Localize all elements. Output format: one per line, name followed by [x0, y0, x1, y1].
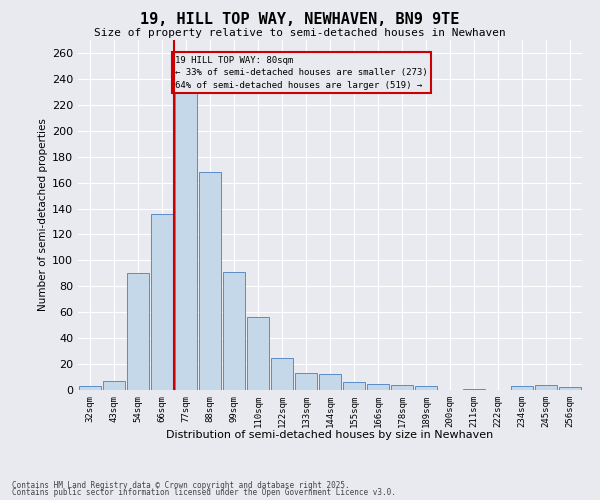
Bar [391, 385, 413, 390]
Bar [415, 386, 437, 390]
Bar [511, 386, 533, 390]
Text: 19 HILL TOP WAY: 80sqm
← 33% of semi-detached houses are smaller (273)
64% of se: 19 HILL TOP WAY: 80sqm ← 33% of semi-det… [175, 56, 428, 90]
Text: 19, HILL TOP WAY, NEWHAVEN, BN9 9TE: 19, HILL TOP WAY, NEWHAVEN, BN9 9TE [140, 12, 460, 28]
Bar [319, 374, 341, 390]
Text: Contains HM Land Registry data © Crown copyright and database right 2025.: Contains HM Land Registry data © Crown c… [12, 480, 350, 490]
Bar [559, 388, 581, 390]
Text: Contains public sector information licensed under the Open Government Licence v3: Contains public sector information licen… [12, 488, 396, 497]
Bar [343, 382, 365, 390]
Bar [103, 381, 125, 390]
Bar [535, 385, 557, 390]
Y-axis label: Number of semi-detached properties: Number of semi-detached properties [38, 118, 48, 312]
Bar [271, 358, 293, 390]
Bar [463, 388, 485, 390]
Bar [295, 373, 317, 390]
Bar [247, 318, 269, 390]
Bar [223, 272, 245, 390]
Bar [127, 274, 149, 390]
Text: Size of property relative to semi-detached houses in Newhaven: Size of property relative to semi-detach… [94, 28, 506, 38]
Bar [175, 92, 197, 390]
Bar [79, 386, 101, 390]
X-axis label: Distribution of semi-detached houses by size in Newhaven: Distribution of semi-detached houses by … [166, 430, 494, 440]
Bar [151, 214, 173, 390]
Bar [367, 384, 389, 390]
Bar [199, 172, 221, 390]
